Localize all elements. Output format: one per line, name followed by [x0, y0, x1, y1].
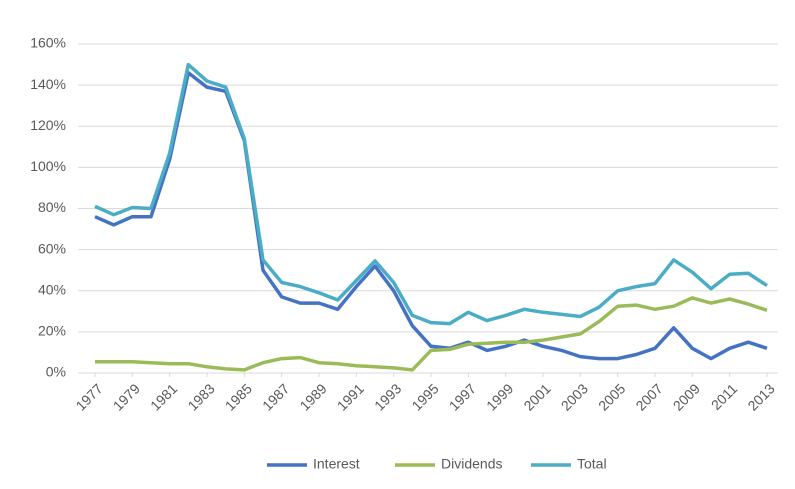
legend-label: Interest — [313, 456, 360, 472]
x-tick-label: 2013 — [744, 380, 777, 413]
x-tick-label: 2001 — [520, 380, 553, 413]
x-tick-label: 2005 — [595, 380, 628, 413]
x-tick-label: 1995 — [408, 380, 441, 413]
y-tick-label: 0% — [46, 364, 66, 380]
x-tick-label: 1993 — [371, 380, 404, 413]
series-line — [94, 71, 768, 361]
y-tick-label: 160% — [30, 35, 66, 51]
x-tick-label: 1999 — [483, 380, 516, 413]
x-tick-label: 1997 — [446, 380, 479, 413]
series-line — [95, 296, 768, 372]
x-tick-label: 2003 — [558, 380, 591, 413]
series-line — [94, 62, 768, 326]
x-tick-label: 1989 — [296, 380, 329, 413]
x-tick-label: 1977 — [72, 380, 105, 413]
x-tick-label: 1979 — [110, 380, 143, 413]
x-tick-label: 2009 — [670, 380, 703, 413]
y-tick-label: 40% — [38, 281, 66, 297]
x-tick-label: 2011 — [708, 380, 741, 413]
y-tick-label: 80% — [38, 199, 66, 215]
x-tick-label: 1985 — [222, 380, 255, 413]
legend-label: Total — [577, 456, 607, 472]
y-tick-label: 140% — [30, 76, 66, 92]
legend-label: Dividends — [441, 456, 502, 472]
x-tick-label: 1991 — [334, 380, 367, 413]
x-tick-label: 1983 — [184, 380, 217, 413]
y-tick-label: 100% — [30, 158, 66, 174]
x-tick-label: 1987 — [259, 380, 292, 413]
y-tick-label: 60% — [38, 240, 66, 256]
x-tick-label: 2007 — [632, 380, 665, 413]
y-tick-label: 20% — [38, 323, 66, 339]
x-tick-label: 1981 — [147, 380, 180, 413]
y-tick-label: 120% — [30, 117, 66, 133]
